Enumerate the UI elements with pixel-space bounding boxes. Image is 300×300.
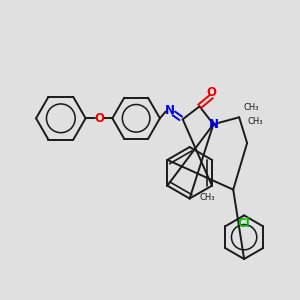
Text: N: N: [208, 118, 218, 131]
Text: CH₃: CH₃: [247, 117, 262, 126]
Text: O: O: [94, 112, 104, 125]
Text: N: N: [165, 104, 175, 117]
Text: CH₃: CH₃: [243, 103, 259, 112]
Text: O: O: [206, 86, 216, 99]
Text: CH₃: CH₃: [200, 193, 215, 202]
Text: Cl: Cl: [238, 217, 250, 230]
